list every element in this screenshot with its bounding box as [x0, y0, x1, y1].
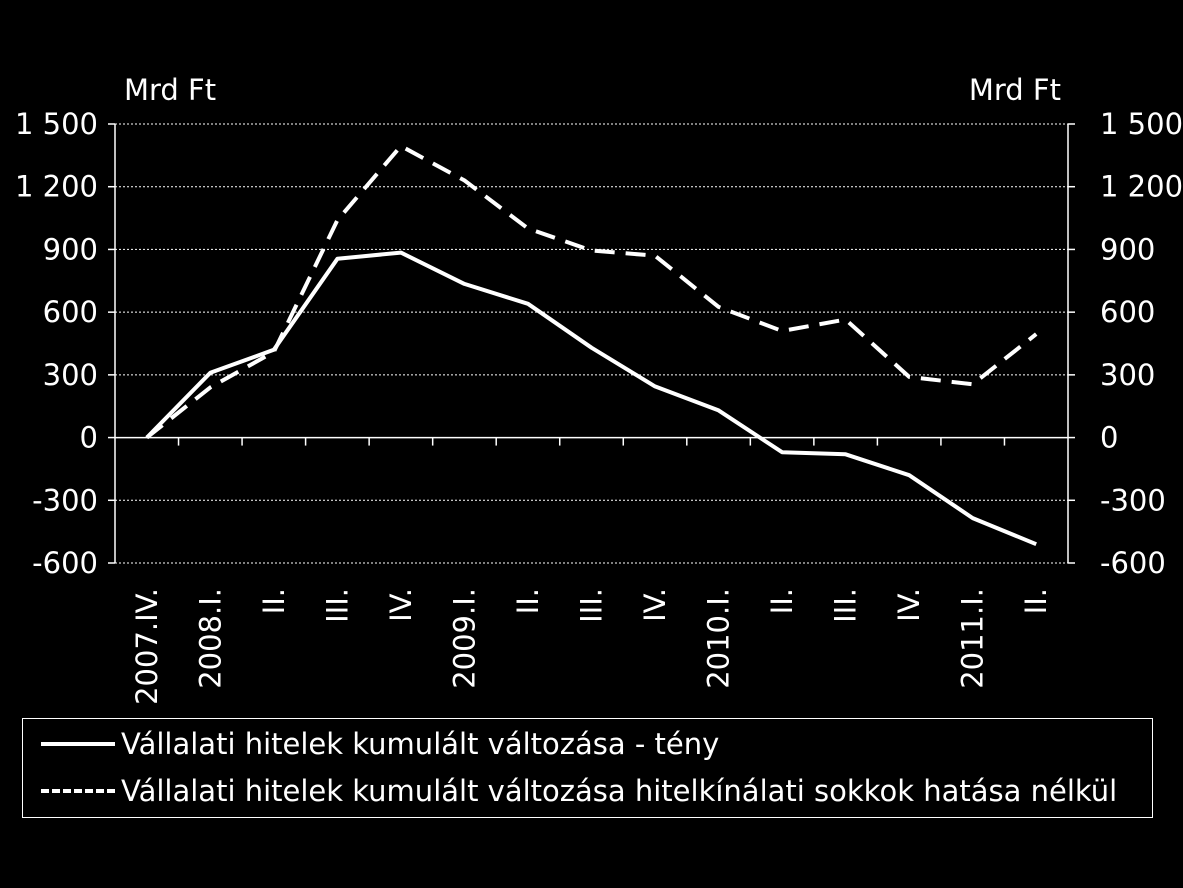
- x-tick-label: IV.: [384, 588, 418, 622]
- right-y-tick-label: 1 500: [1100, 107, 1183, 141]
- legend-solid-line-swatch: [41, 742, 115, 746]
- right-axis-unit: Mrd Ft: [969, 73, 1061, 107]
- chart: -600 -600 -300 -300 0 0 300 300 600 600 900 900 1 20…: [15, 73, 1183, 705]
- x-tick-label: III.: [320, 588, 354, 623]
- x-tick-label: II.: [257, 588, 291, 614]
- x-tick-label: II.: [765, 588, 799, 614]
- right-y-tick-label: -600: [1100, 546, 1166, 580]
- right-y-tick-label: -300: [1100, 483, 1166, 517]
- series-lines: [145, 144, 1038, 547]
- legend-label-counterfactual: Vállalati hitelek kumulált változása hit…: [121, 774, 1118, 808]
- legend-label-actual: Vállalati hitelek kumulált változása - t…: [121, 727, 720, 761]
- x-tick-label: III.: [575, 588, 609, 623]
- x-tick-label: II.: [511, 588, 545, 614]
- legend-dashed-line-swatch: [41, 789, 115, 793]
- gridlines: [115, 123, 1068, 564]
- right-y-tick-label: 600: [1100, 295, 1155, 329]
- tick-labels: -600 -600 -300 -300 0 0 300 300 600 600 900 900 1 20…: [15, 107, 1183, 705]
- left-y-tick-label: 0: [80, 421, 98, 455]
- right-y-tick-label: 1 200: [1100, 170, 1183, 204]
- x-tick-label: 2009.I.: [447, 588, 481, 689]
- x-tick-label: 2010.I.: [702, 588, 736, 689]
- x-tick-label: II.: [1019, 588, 1053, 614]
- series-line-actual: [145, 250, 1037, 547]
- x-tick-label: IV.: [892, 588, 926, 622]
- right-y-tick-label: 0: [1100, 421, 1118, 455]
- x-tick-label: III.: [829, 588, 863, 623]
- x-tick-label: 2011.I.: [956, 588, 990, 689]
- x-tick-label: 2007.IV.: [130, 588, 164, 705]
- left-y-tick-label: 300: [43, 358, 98, 392]
- left-y-tick-label: 1 500: [15, 107, 98, 141]
- legend-item-counterfactual: Vállalati hitelek kumulált változása hit…: [41, 771, 1117, 811]
- legend: Vállalati hitelek kumulált változása - t…: [22, 718, 1153, 818]
- right-y-tick-label: 900: [1100, 232, 1155, 266]
- right-y-tick-label: 300: [1100, 358, 1155, 392]
- legend-item-actual: Vállalati hitelek kumulált változása - t…: [41, 724, 719, 764]
- left-y-tick-label: 600: [43, 295, 98, 329]
- left-y-tick-label: -600: [32, 546, 98, 580]
- left-y-tick-label: -300: [32, 483, 98, 517]
- left-axis-unit: Mrd Ft: [124, 73, 216, 107]
- x-tick-label: IV.: [638, 588, 672, 622]
- left-y-tick-label: 900: [43, 232, 98, 266]
- left-y-tick-label: 1 200: [15, 170, 98, 204]
- series-line-counterfactual: [145, 144, 1038, 440]
- x-tick-label: 2008.I.: [193, 588, 227, 689]
- axes: [108, 123, 1075, 564]
